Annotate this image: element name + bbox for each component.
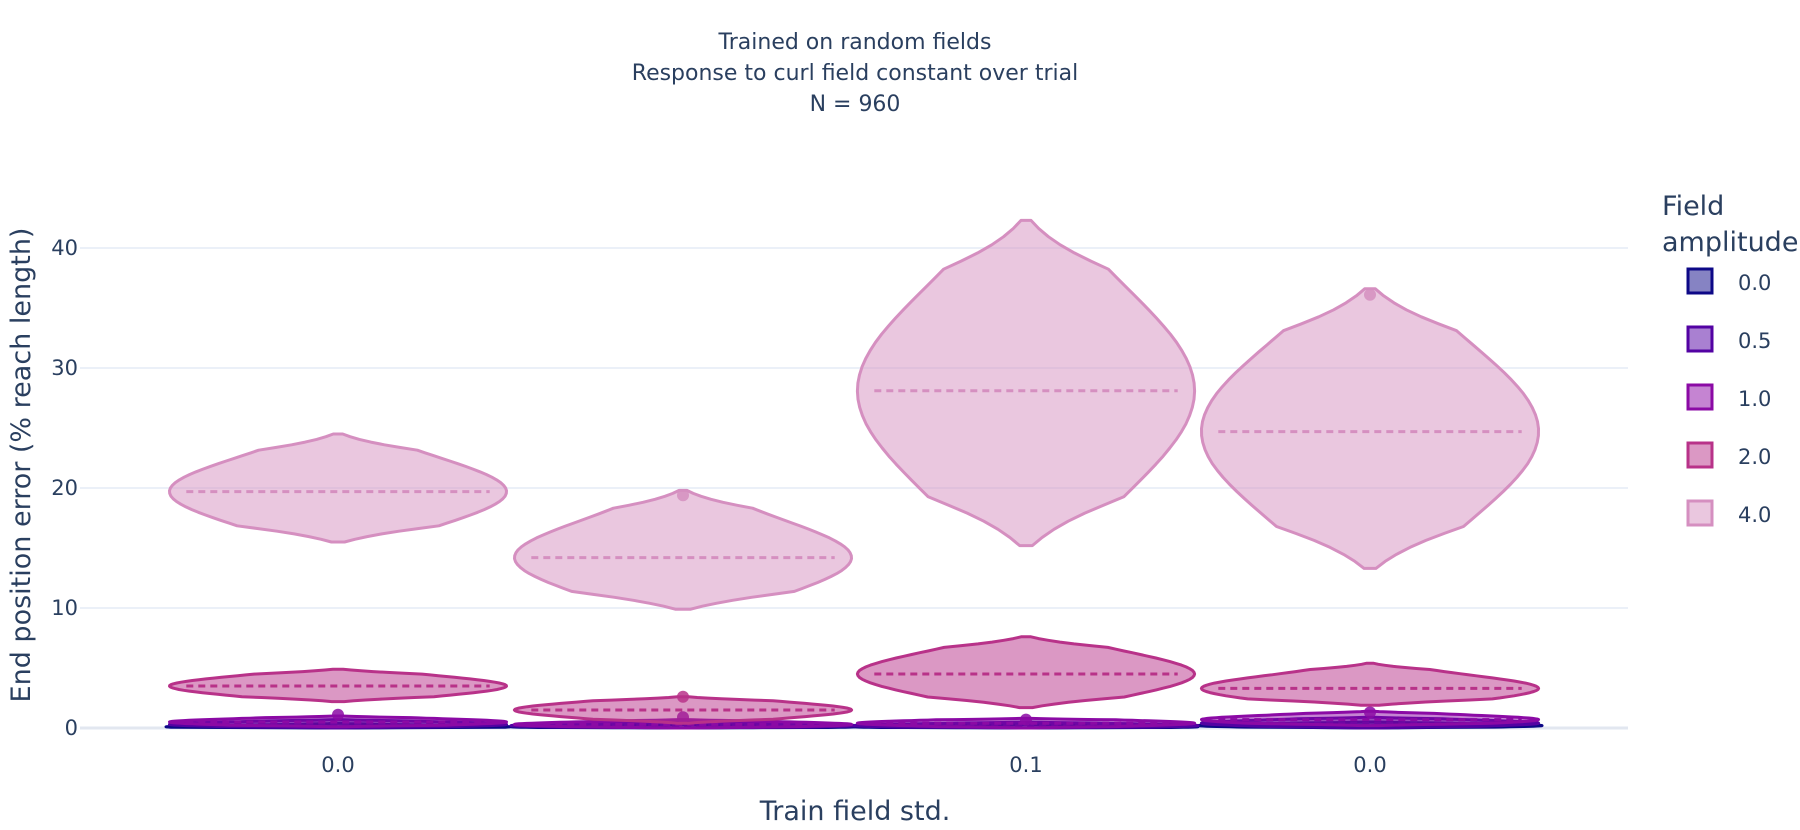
legend-label: 1.0: [1738, 387, 1771, 411]
legend-label: 2.0: [1738, 445, 1771, 469]
violin-series-4.0: [168, 218, 1540, 611]
legend-item-0.0[interactable]: 0.0: [1686, 267, 1771, 295]
violin-outlier-point: [1020, 713, 1032, 726]
legend-title: Field amplitude: [1662, 191, 1798, 258]
chart-title-line-1: Trained on random fields: [718, 30, 992, 55]
violin-outlier-point: [1364, 706, 1376, 719]
violin-body: [1200, 287, 1540, 570]
legend-label: 0.0: [1738, 271, 1771, 295]
y-tick-label: 0: [65, 716, 78, 740]
chart-title: Trained on random fields Response to cur…: [632, 30, 1078, 117]
legend-swatch: [1686, 325, 1714, 353]
y-tick-label: 10: [51, 596, 78, 620]
x-tick-label: 0.0: [321, 753, 354, 777]
legend-item-0.5[interactable]: 0.5: [1686, 325, 1771, 353]
violin-series-1.0: [168, 706, 1540, 730]
violin-body: [513, 488, 853, 611]
violin-body: [855, 218, 1197, 548]
legend-swatch: [1686, 499, 1714, 527]
y-tick-labels: 0 10 20 30 40: [51, 236, 78, 740]
y-tick-label: 20: [51, 476, 78, 500]
legend-swatch: [1686, 441, 1714, 469]
violin-body: [168, 667, 508, 704]
violins: [164, 218, 1544, 730]
violin-outlier-point: [1364, 288, 1376, 301]
x-tick-labels: 0.0 0.1 0.0: [321, 753, 1386, 777]
x-axis-title: Train field std.: [759, 796, 951, 827]
chart-title-line-2: Response to curl field constant over tri…: [632, 61, 1078, 86]
chart-title-line-3: N = 960: [810, 92, 901, 117]
x-tick-label: 0.0: [1353, 753, 1386, 777]
y-axis-title: End position error (% reach length): [6, 228, 37, 703]
legend-item-1.0[interactable]: 1.0: [1686, 383, 1771, 411]
legend-label: 0.5: [1738, 329, 1771, 353]
legend: Field amplitude 0.0 0.5 1.0 2.0 4.0: [1662, 191, 1798, 527]
legend-item-2.0[interactable]: 2.0: [1686, 441, 1771, 469]
y-tick-label: 30: [51, 356, 78, 380]
violin-body: [855, 635, 1197, 710]
violin-outlier-point: [677, 489, 689, 502]
legend-swatch: [1686, 267, 1714, 295]
y-tick-label: 40: [51, 236, 78, 260]
legend-label: 4.0: [1738, 503, 1771, 527]
violin-outlier-point: [332, 708, 344, 721]
violin-body: [168, 432, 508, 544]
legend-item-4.0[interactable]: 4.0: [1686, 499, 1771, 527]
legend-swatch: [1686, 383, 1714, 411]
violin-outlier-point: [677, 690, 689, 703]
violin-body: [1199, 661, 1541, 707]
x-tick-label: 0.1: [1009, 753, 1042, 777]
violin-series-2.0: [168, 635, 1541, 725]
